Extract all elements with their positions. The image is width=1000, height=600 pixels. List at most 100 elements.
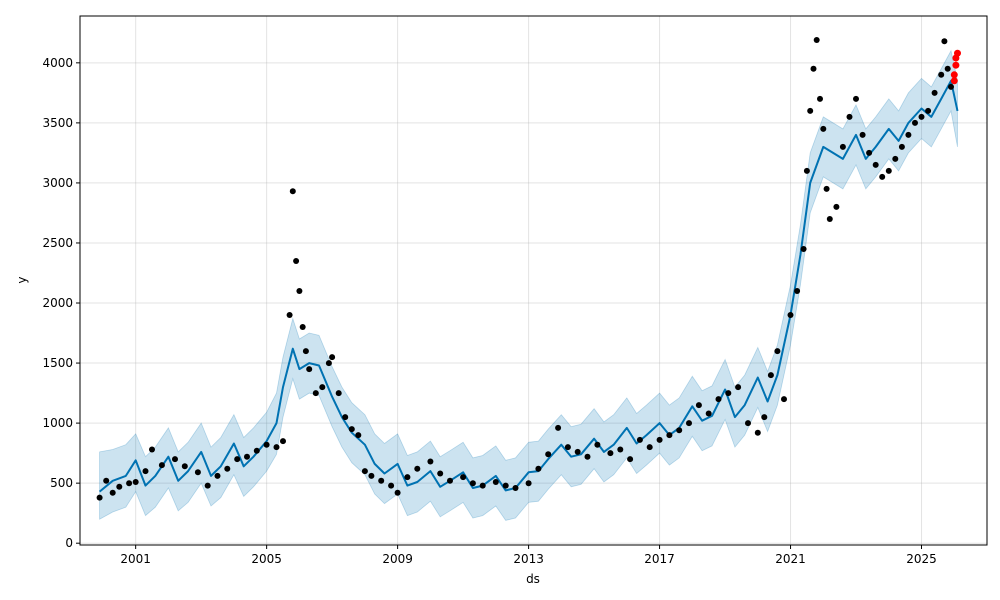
observed-point [892,155,899,162]
uncertainty-interval-area [99,49,958,521]
observed-point [525,480,532,487]
observed-point [132,479,139,485]
y-tick-label: 1000 [42,416,73,430]
observed-point [944,65,951,72]
observed-point [594,441,601,448]
observed-point [807,107,814,114]
observed-point [404,474,411,481]
observed-point [234,456,241,463]
observed-point [273,444,280,451]
plot-frame [79,15,988,546]
observed-point [329,354,336,361]
observed-point [325,360,332,367]
x-tick-label: 2021 [775,552,806,566]
observed-point [925,107,932,114]
x-tick-label: 2025 [906,552,937,566]
observed-point [224,465,231,472]
observed-point [636,436,643,443]
observed-point [787,312,794,318]
observed-point [158,462,165,469]
y-axis-label: y [15,276,29,283]
y-tick-label: 2500 [42,236,73,250]
observed-point [512,485,519,491]
observed-point [253,447,260,454]
observed-point [676,427,683,434]
observed-point [214,472,221,479]
observed-point [378,477,385,484]
observed-point [859,131,866,138]
observed-point [96,494,103,501]
uncertainty-band [99,49,958,521]
observed-point [866,149,873,156]
observed-point [853,95,859,102]
observed-point [447,477,453,484]
observed-point [116,483,123,490]
observed-point [263,441,270,448]
observed-point [745,420,751,427]
observed-point [394,489,401,496]
observed-point [607,450,614,457]
y-tick-label: 3500 [42,116,73,130]
observed-point [715,396,722,403]
observed-point [627,456,634,463]
observed-point [574,448,581,455]
y-tick-label: 500 [50,476,73,490]
observed-point [938,71,945,78]
observed-point [846,113,853,120]
observed-point [584,453,591,460]
observed-point [289,188,296,195]
observed-point [306,366,313,373]
observed-point [941,38,948,45]
observed-point [103,477,110,484]
observed-point [931,89,938,96]
observed-point [355,432,362,439]
observed-point [469,480,476,487]
observed-point [810,65,817,72]
observed-point [898,143,905,150]
x-tick-label: 2001 [120,552,151,566]
x-tick-label: 2009 [382,552,413,566]
recent-point [952,61,960,69]
observed-point [885,167,892,174]
observed-point [368,472,375,479]
observed-point [686,420,692,427]
observed-point [705,410,712,417]
observed-point [823,185,830,192]
observed-point [335,390,342,397]
observed-point [826,216,833,222]
observed-point [813,37,820,43]
axis-ticks: 2001 2005 2009 2013 2017 2021 2025 0 500 1000 1500… [42,56,936,566]
observed-point [535,465,542,472]
observed-point [142,468,149,475]
observed-point [479,482,486,489]
observed-point [646,444,653,451]
recent-point [954,49,961,57]
forecast-line [98,79,959,493]
observed-point [302,348,309,355]
observed-point [126,480,133,487]
y-tick-label: 3000 [42,176,73,190]
observed-point [244,453,250,460]
observed-point [460,474,467,481]
observed-point [149,446,155,453]
observed-point [839,143,846,150]
observed-point [761,414,768,421]
y-tick-label: 0 [65,536,73,550]
observed-point [820,125,827,132]
x-tick-label: 2013 [513,552,544,566]
observed-point [800,246,807,252]
x-axis-label: ds [526,572,540,586]
observed-point [437,470,444,477]
observed-point [181,463,188,470]
observed-point [555,424,562,431]
observed-point [872,161,879,168]
observed-point [204,482,211,489]
forecast-line-group [98,79,959,493]
observed-point [725,390,732,397]
observed-point [361,468,368,475]
observed-point [280,438,286,445]
observed-point [833,203,840,210]
observed-point [286,312,293,318]
x-tick-label: 2005 [251,552,282,566]
